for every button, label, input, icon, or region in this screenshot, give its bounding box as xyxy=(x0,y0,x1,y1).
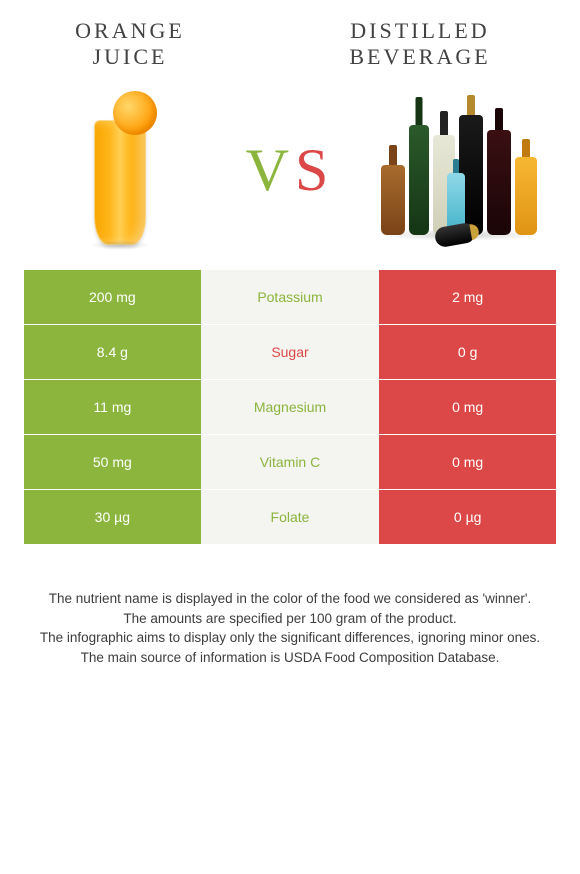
footer-line: The nutrient name is displayed in the co… xyxy=(22,589,558,609)
nutrient-right-value: 0 mg xyxy=(379,435,556,489)
title-right-line1: DISTILLED xyxy=(290,18,550,44)
nutrient-name: Potassium xyxy=(201,270,380,324)
vs-s: S xyxy=(295,137,334,203)
footer-line: The infographic aims to display only the… xyxy=(22,628,558,648)
images-row: VS xyxy=(0,70,580,270)
nutrient-name: Magnesium xyxy=(201,380,380,434)
nutrient-right-value: 2 mg xyxy=(379,270,556,324)
vs-v: V xyxy=(246,137,295,203)
orange-juice-image xyxy=(30,85,210,255)
nutrient-row: 200 mgPotassium2 mg xyxy=(24,270,556,324)
nutrient-table: 200 mgPotassium2 mg8.4 gSugar0 g11 mgMag… xyxy=(0,270,580,544)
vs-label: VS xyxy=(246,136,335,205)
nutrient-left-value: 200 mg xyxy=(24,270,201,324)
nutrient-name: Sugar xyxy=(201,325,380,379)
nutrient-left-value: 8.4 g xyxy=(24,325,201,379)
bottles-icon xyxy=(375,95,545,245)
nutrient-right-value: 0 g xyxy=(379,325,556,379)
title-right: DISTILLED BEVERAGE xyxy=(290,18,550,70)
orange-juice-glass-icon xyxy=(94,120,146,245)
nutrient-name: Vitamin C xyxy=(201,435,380,489)
title-right-line2: BEVERAGE xyxy=(290,44,550,70)
footer-line: The amounts are specified per 100 gram o… xyxy=(22,609,558,629)
nutrient-row: 30 µgFolate0 µg xyxy=(24,490,556,544)
nutrient-left-value: 50 mg xyxy=(24,435,201,489)
distilled-beverage-image xyxy=(370,85,550,255)
header: ORANGE JUICE DISTILLED BEVERAGE xyxy=(0,0,580,70)
nutrient-right-value: 0 mg xyxy=(379,380,556,434)
nutrient-left-value: 30 µg xyxy=(24,490,201,544)
title-left-line2: JUICE xyxy=(30,44,230,70)
nutrient-right-value: 0 µg xyxy=(379,490,556,544)
title-left: ORANGE JUICE xyxy=(30,18,230,70)
footer-notes: The nutrient name is displayed in the co… xyxy=(0,545,580,667)
nutrient-name: Folate xyxy=(201,490,380,544)
footer-line: The main source of information is USDA F… xyxy=(22,648,558,668)
title-left-line1: ORANGE xyxy=(30,18,230,44)
nutrient-left-value: 11 mg xyxy=(24,380,201,434)
nutrient-row: 50 mgVitamin C0 mg xyxy=(24,435,556,489)
nutrient-row: 8.4 gSugar0 g xyxy=(24,325,556,379)
nutrient-row: 11 mgMagnesium0 mg xyxy=(24,380,556,434)
